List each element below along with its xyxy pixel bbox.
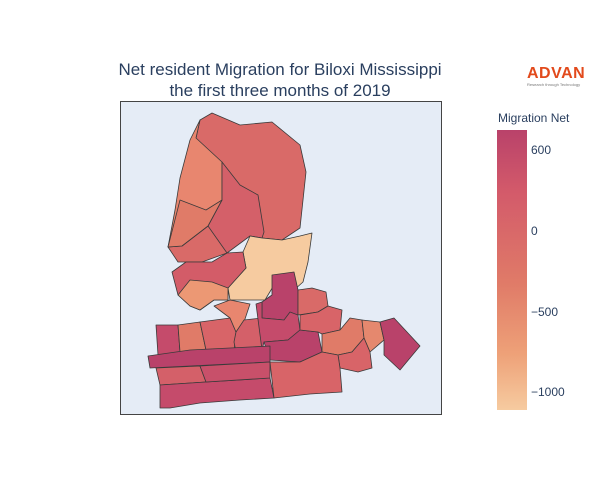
chart-title-line1: Net resident Migration for Biloxi Missis… [118, 60, 442, 79]
colorbar-tick-neg1000: −1000 [531, 385, 565, 399]
tract-band-w3[interactable] [199, 317, 237, 353]
tract-left-lobe-light[interactable] [177, 279, 229, 311]
colorbar-title: Migration Net [498, 111, 570, 125]
tract-south-east[interactable] [269, 351, 343, 399]
tract-band-c2[interactable] [255, 301, 301, 351]
colorbar-tick-0: 0 [531, 224, 538, 238]
colorbar-tick-600: 600 [531, 143, 552, 157]
tract-band-west[interactable] [155, 324, 181, 356]
tract-band-e3[interactable] [337, 337, 373, 373]
tract-band-c3[interactable] [263, 329, 323, 363]
tract-northwest-bump[interactable] [167, 199, 223, 248]
advan-logo: ADVAN Research through Technology [527, 66, 597, 88]
logo-wordmark: ADVAN [527, 65, 586, 82]
colorbar-tick-neg500: −500 [531, 305, 559, 319]
tract-far-east[interactable] [379, 317, 421, 371]
tract-band-e2[interactable] [361, 319, 385, 353]
chart-title-line2: the first three months of 2019 [169, 81, 391, 100]
logo-tagline: Research through Technology [527, 82, 581, 87]
tract-south-mid[interactable] [199, 361, 271, 383]
colorbar-gradient [497, 130, 527, 410]
